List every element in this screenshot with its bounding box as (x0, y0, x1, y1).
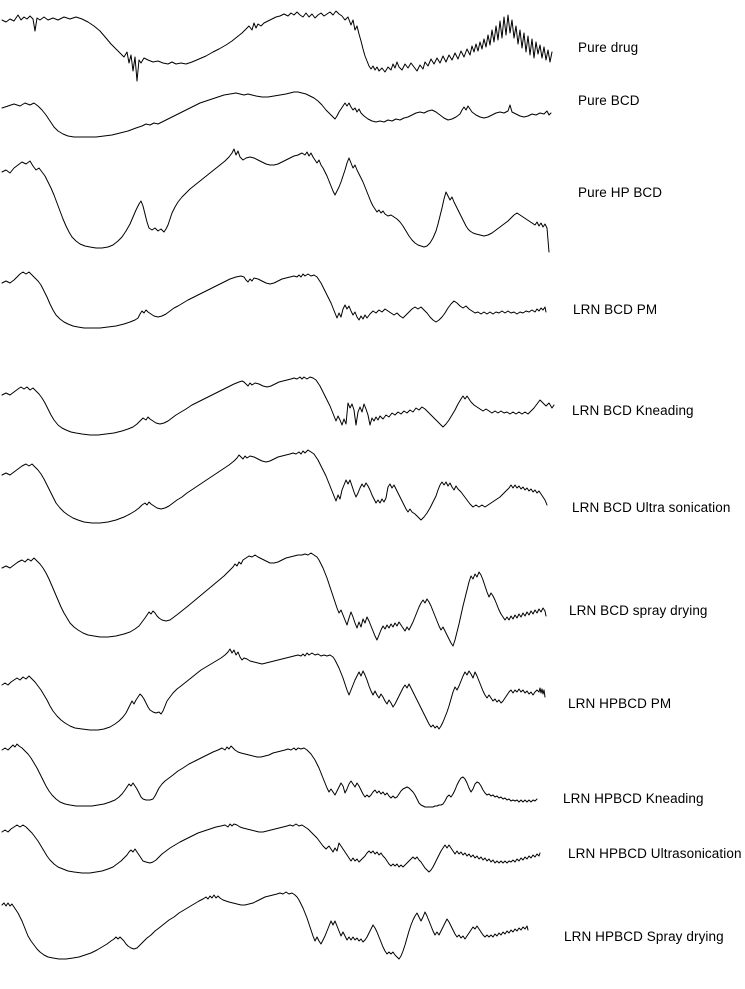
trace-label-pure-drug: Pure drug (578, 40, 639, 55)
trace-label-lrn-bcd-kneading: LRN BCD Kneading (572, 403, 694, 418)
spectrum-path-0 (1, 10, 553, 82)
trace-label-lrn-hpbcd-kneading: LRN HPBCD Kneading (563, 791, 704, 806)
trace-label-pure-bcd: Pure BCD (578, 93, 640, 108)
spectrum-path-8 (1, 743, 538, 808)
trace-label-lrn-hpbcd-spray-drying: LRN HPBCD Spray drying (564, 929, 724, 944)
trace-label-lrn-bcd-spray-drying: LRN BCD spray drying (569, 603, 708, 618)
trace-label-pure-hp-bcd: Pure HP BCD (578, 185, 663, 200)
spectrum-path-2 (1, 148, 550, 253)
spectrum-path-3 (1, 271, 547, 329)
trace-label-lrn-hpbcd-pm: LRN HPBCD PM (568, 696, 672, 711)
spectrum-path-4 (1, 376, 555, 436)
spectrum-path-9 (1, 823, 541, 874)
trace-label-lrn-bcd-pm: LRN BCD PM (573, 302, 658, 317)
trace-label-lrn-bcd-ultra-sonication: LRN BCD Ultra sonication (572, 500, 731, 515)
spectrum-path-6 (1, 552, 547, 647)
spectrum-path-10 (1, 891, 529, 960)
spectrum-path-7 (1, 648, 546, 731)
spectrum-path-5 (1, 449, 548, 524)
spectrum-path-1 (1, 91, 552, 138)
trace-label-lrn-hpbcd-ultrasonication: LRN HPBCD Ultrasonication (568, 846, 742, 861)
